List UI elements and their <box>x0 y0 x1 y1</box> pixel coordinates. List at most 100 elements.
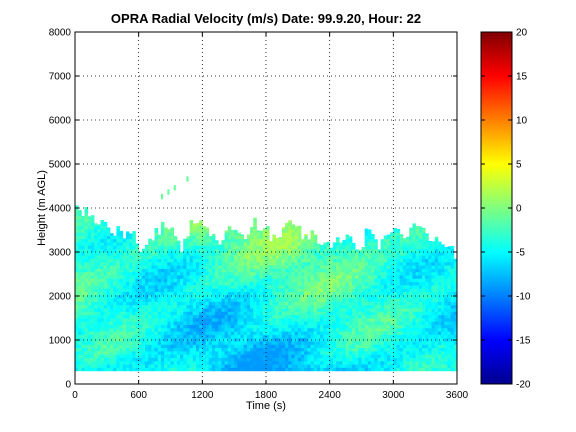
heatmap-cell <box>313 258 318 263</box>
heatmap-cell <box>237 245 241 250</box>
heatmap-cell <box>412 364 417 368</box>
heatmap-cell <box>418 347 423 352</box>
heatmap-cell <box>250 278 254 283</box>
heatmap-cell <box>164 294 168 299</box>
heatmap-cell <box>94 324 98 329</box>
heatmap-cell <box>122 318 127 322</box>
heatmap-cell <box>227 331 232 335</box>
heatmap-cell <box>367 275 372 279</box>
heatmap-cell <box>119 265 124 269</box>
heatmap-cell <box>402 311 407 316</box>
heatmap-cell <box>351 308 356 312</box>
heatmap-cell <box>380 291 385 296</box>
heatmap-cell <box>227 248 232 253</box>
heatmap-cell <box>116 327 120 332</box>
heatmap-cell <box>266 228 270 233</box>
heatmap-cell <box>326 324 331 329</box>
heatmap-cell <box>348 294 353 299</box>
heatmap-cell <box>386 265 391 269</box>
heatmap-cell <box>412 275 417 279</box>
heatmap-cell <box>218 261 222 266</box>
heatmap-cell <box>141 248 146 253</box>
heatmap-cell <box>81 215 85 220</box>
heatmap-cell <box>234 235 238 240</box>
heatmap-cell <box>412 298 417 302</box>
heatmap-cell <box>313 265 318 269</box>
heatmap-cell <box>434 318 439 322</box>
heatmap-cell <box>281 238 286 243</box>
heatmap-cell <box>294 357 299 362</box>
heatmap-cell <box>266 294 270 299</box>
heatmap-cell <box>189 298 194 302</box>
heatmap-cell <box>332 245 337 250</box>
heatmap-cell <box>90 258 95 263</box>
heatmap-cell <box>202 367 206 372</box>
heatmap-cell <box>256 235 261 240</box>
heatmap-cell <box>326 360 331 365</box>
heatmap-cell <box>132 268 136 273</box>
heatmap-cell <box>288 341 292 345</box>
heatmap-cell <box>371 291 375 296</box>
heatmap-cell <box>402 265 407 269</box>
heatmap-cell <box>211 258 216 263</box>
heatmap-cell <box>304 261 308 266</box>
heatmap-cell <box>431 331 436 335</box>
heatmap-cell <box>434 236 439 240</box>
heatmap-cell <box>374 347 378 352</box>
heatmap-cell <box>336 327 340 332</box>
heatmap-cell <box>358 278 362 283</box>
heatmap-cell <box>444 258 448 263</box>
heatmap-cell <box>78 255 82 259</box>
heatmap-cell <box>304 304 308 309</box>
heatmap-cell <box>383 354 388 358</box>
heatmap-cell <box>173 288 178 292</box>
heatmap-cell <box>148 311 152 316</box>
heatmap-cell <box>253 255 257 259</box>
heatmap-cell <box>237 255 241 259</box>
heatmap-cell <box>160 225 165 230</box>
heatmap-cell <box>230 258 235 263</box>
heatmap-cell <box>377 288 381 292</box>
heatmap-cell <box>256 324 261 329</box>
heatmap-cell <box>348 301 353 306</box>
heatmap-cell <box>294 360 299 365</box>
heatmap-cell <box>141 311 146 316</box>
heatmap-cell <box>281 261 286 266</box>
heatmap-cell <box>237 298 241 302</box>
heatmap-cell <box>281 327 286 332</box>
heatmap-cell <box>329 298 334 302</box>
heatmap-cell <box>269 364 273 368</box>
heatmap-cell <box>399 314 404 319</box>
heatmap-cell <box>320 318 324 322</box>
heatmap-cell <box>145 351 149 355</box>
heatmap-cell <box>100 248 105 253</box>
heatmap-cell <box>332 288 337 292</box>
heatmap-cell <box>221 321 226 325</box>
heatmap-cell <box>234 298 238 302</box>
heatmap-cell <box>195 341 200 345</box>
heatmap-cell <box>250 327 254 332</box>
heatmap-cell <box>406 354 410 358</box>
heatmap-cell <box>345 357 350 362</box>
heatmap-cell <box>129 318 133 322</box>
heatmap-cell <box>199 367 203 372</box>
heatmap-cell <box>173 271 178 276</box>
heatmap-cell <box>364 347 369 352</box>
heatmap-cell <box>374 337 378 342</box>
heatmap-cell <box>78 318 82 322</box>
heatmap-cell <box>390 364 394 368</box>
heatmap-cell <box>447 285 452 289</box>
heatmap-cell <box>304 357 308 362</box>
heatmap-cell <box>116 252 120 256</box>
heatmap-cell <box>377 360 381 365</box>
heatmap-cell <box>148 337 152 342</box>
heatmap-cell <box>412 354 417 358</box>
heatmap-cell <box>425 271 429 276</box>
heatmap-cell <box>326 321 331 325</box>
heatmap-cell <box>237 354 241 358</box>
heatmap-cell <box>262 271 267 276</box>
heatmap-cell <box>412 248 417 253</box>
heatmap-cell <box>173 357 178 362</box>
heatmap-cell <box>288 294 292 299</box>
heatmap-cell <box>138 268 143 273</box>
